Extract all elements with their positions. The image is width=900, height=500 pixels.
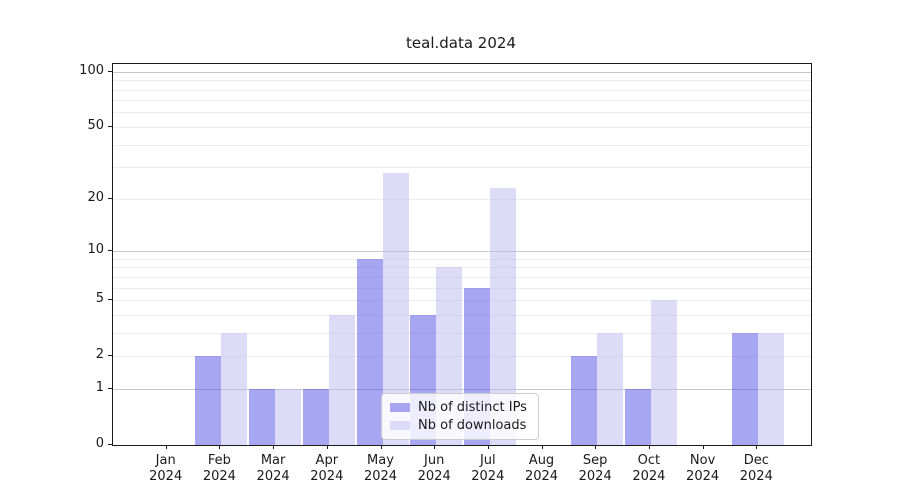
x-tick-label-sep: Sep 2024 bbox=[578, 453, 612, 484]
bar-downloads-feb bbox=[221, 332, 248, 445]
y-tick-mark-20 bbox=[108, 197, 112, 199]
gridline-minor-40 bbox=[113, 144, 811, 146]
x-tick-label-jan: Jan 2024 bbox=[149, 453, 183, 484]
bar-downloads-oct bbox=[650, 300, 677, 445]
bar-downloads-dec bbox=[758, 332, 785, 445]
legend-item-downloads: Nb of downloads bbox=[390, 418, 527, 433]
gridline-minor-60 bbox=[113, 112, 811, 114]
y-tick-label-20: 20 bbox=[87, 189, 104, 205]
y-tick-label-2: 2 bbox=[95, 347, 104, 363]
gridline-minor-30 bbox=[113, 167, 811, 169]
x-tick-label-jun: Jun 2024 bbox=[417, 453, 451, 484]
chart-title: teal.data 2024 bbox=[406, 34, 516, 52]
x-tick-mark-apr bbox=[326, 445, 328, 449]
legend-label-downloads: Nb of downloads bbox=[418, 418, 527, 433]
bar-distinct-ips-oct bbox=[624, 388, 651, 445]
legend-label-distinct-ips: Nb of distinct IPs bbox=[418, 400, 527, 415]
bar-distinct-ips-feb bbox=[195, 356, 222, 445]
y-tick-mark-1 bbox=[108, 387, 112, 389]
y-tick-mark-10 bbox=[108, 250, 112, 251]
x-tick-mark-mar bbox=[273, 445, 275, 449]
legend-box: Nb of distinct IPs Nb of downloads bbox=[381, 393, 539, 440]
y-tick-mark-50 bbox=[108, 125, 112, 127]
x-tick-mark-jun bbox=[434, 445, 436, 449]
bar-distinct-ips-mar bbox=[249, 388, 276, 445]
x-tick-mark-oct bbox=[648, 445, 650, 449]
gridline-minor-50 bbox=[113, 126, 811, 128]
gridline-minor-9 bbox=[113, 258, 811, 260]
x-tick-mark-may bbox=[380, 445, 382, 449]
y-tick-label-0: 0 bbox=[95, 436, 104, 451]
x-tick-label-aug: Aug 2024 bbox=[524, 453, 559, 484]
gridline-minor-70 bbox=[113, 100, 811, 102]
y-tick-label-100: 100 bbox=[79, 62, 104, 78]
x-tick-mark-jul bbox=[487, 445, 489, 449]
y-tick-mark-100 bbox=[108, 70, 112, 72]
x-tick-label-oct: Oct 2024 bbox=[632, 453, 666, 484]
x-tick-label-apr: Apr 2024 bbox=[310, 453, 344, 484]
bar-distinct-ips-dec bbox=[732, 332, 759, 445]
bar-distinct-ips-sep bbox=[571, 356, 598, 445]
bar-downloads-apr bbox=[328, 314, 355, 445]
gridline-minor-80 bbox=[113, 89, 811, 91]
x-tick-mark-jan bbox=[165, 445, 167, 449]
plot-area: Nb of distinct IPs Nb of downloads bbox=[112, 63, 812, 446]
gridline-major-10 bbox=[113, 251, 811, 252]
x-tick-label-dec: Dec 2024 bbox=[739, 453, 773, 484]
y-tick-mark-2 bbox=[108, 355, 112, 357]
y-tick-label-10: 10 bbox=[87, 242, 104, 257]
legend-swatch-downloads bbox=[390, 421, 410, 430]
legend-swatch-distinct-ips bbox=[390, 403, 410, 412]
legend-item-distinct-ips: Nb of distinct IPs bbox=[390, 400, 527, 415]
y-tick-label-50: 50 bbox=[87, 117, 104, 133]
x-tick-label-mar: Mar 2024 bbox=[256, 453, 290, 484]
x-tick-mark-nov bbox=[702, 445, 704, 449]
y-tick-mark-0 bbox=[108, 444, 112, 445]
x-tick-mark-feb bbox=[219, 445, 221, 449]
gridline-major-100 bbox=[113, 71, 811, 73]
bar-distinct-ips-apr bbox=[302, 388, 329, 445]
x-tick-label-may: May 2024 bbox=[363, 453, 398, 484]
x-tick-label-jul: Jul 2024 bbox=[471, 453, 505, 484]
bar-downloads-sep bbox=[597, 332, 624, 445]
x-tick-mark-dec bbox=[756, 445, 758, 449]
bar-downloads-mar bbox=[275, 388, 302, 445]
x-tick-label-nov: Nov 2024 bbox=[686, 453, 720, 484]
gridline-minor-20 bbox=[113, 198, 811, 200]
gridline-minor-90 bbox=[113, 80, 811, 82]
x-tick-mark-aug bbox=[541, 445, 543, 449]
y-tick-label-1: 1 bbox=[95, 379, 104, 395]
x-tick-mark-sep bbox=[595, 445, 597, 449]
x-tick-label-feb: Feb 2024 bbox=[202, 453, 236, 484]
bar-distinct-ips-may bbox=[356, 258, 383, 445]
y-tick-mark-5 bbox=[108, 299, 112, 300]
y-tick-label-5: 5 bbox=[95, 291, 104, 306]
